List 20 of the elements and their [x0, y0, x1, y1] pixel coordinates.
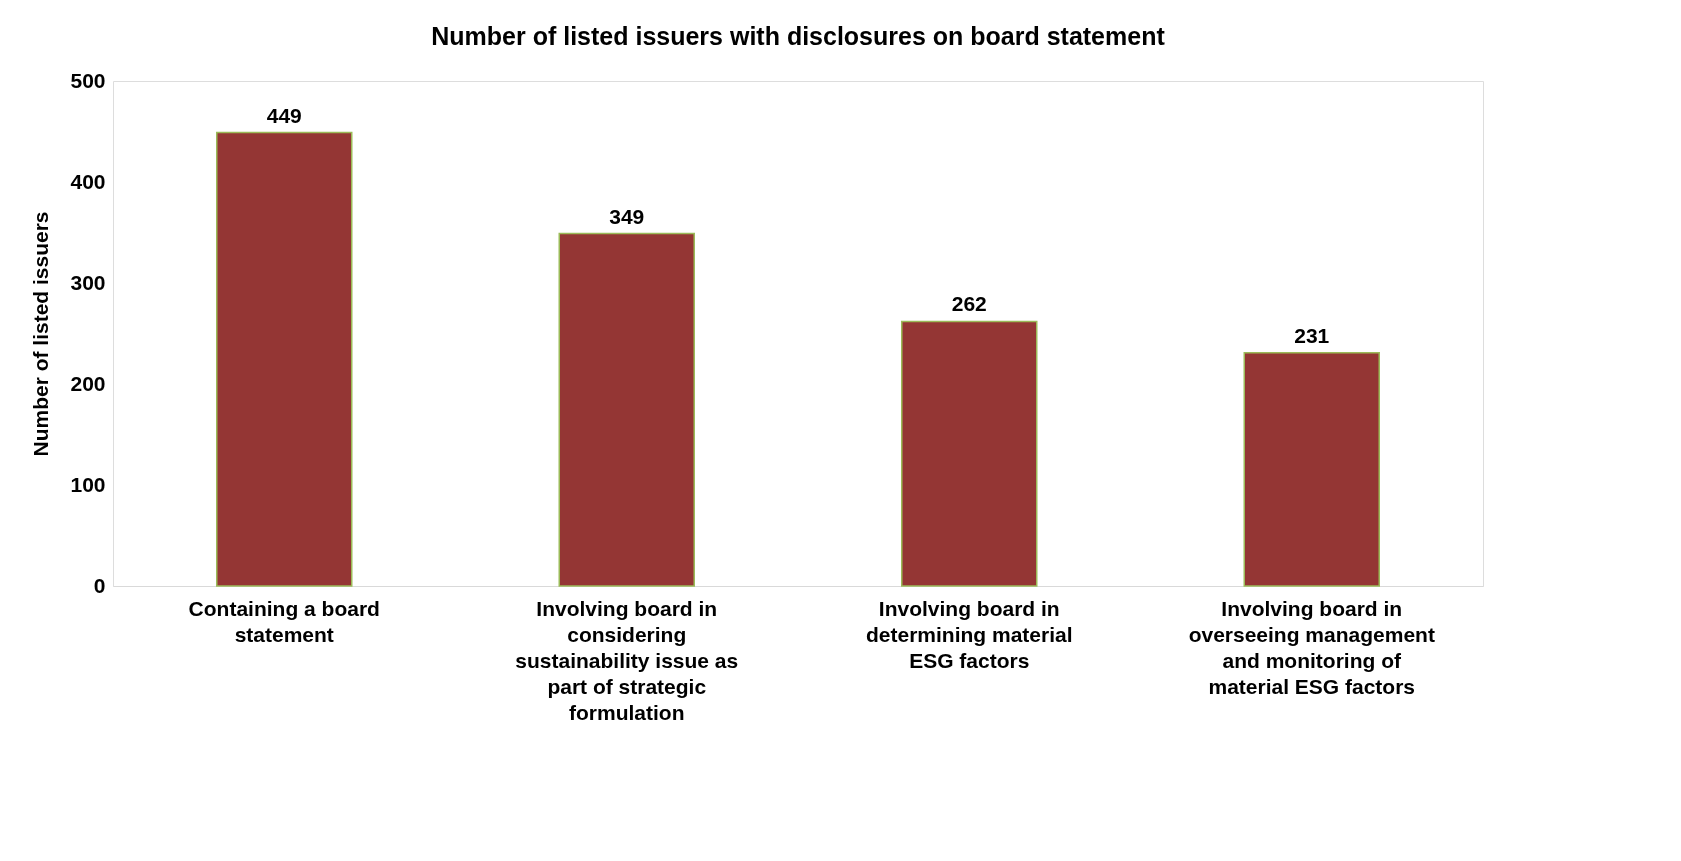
- data-label: 449: [266, 103, 302, 127]
- y-tick-label: 0: [93, 573, 106, 597]
- bar: [1243, 351, 1380, 587]
- x-tick-label: Containing a board statement: [188, 596, 380, 646]
- data-label: 262: [951, 292, 987, 316]
- chart-title: Number of listed issuers with disclosures on board statement: [431, 22, 1166, 50]
- x-tick-label: Involving board in overseeing management and monitoring of material ESG factors: [1188, 596, 1435, 698]
- bar: [901, 320, 1038, 587]
- bar: [216, 131, 353, 587]
- data-label: 231: [1294, 323, 1330, 347]
- y-tick-label: 400: [70, 169, 106, 193]
- y-tick-label: 200: [70, 371, 106, 395]
- y-tick-label: 100: [70, 472, 106, 496]
- x-tick-label: Involving board in determining material ESG factors: [865, 596, 1073, 672]
- data-label: 349: [609, 204, 645, 228]
- y-axis-title: Number of listed issuers: [29, 211, 53, 457]
- y-tick-label: 300: [70, 270, 106, 294]
- y-tick-label: 500: [70, 68, 106, 92]
- x-tick-label: Involving board in considering sustainability issue as part of strategic formulation: [515, 596, 739, 724]
- bar: [558, 232, 695, 587]
